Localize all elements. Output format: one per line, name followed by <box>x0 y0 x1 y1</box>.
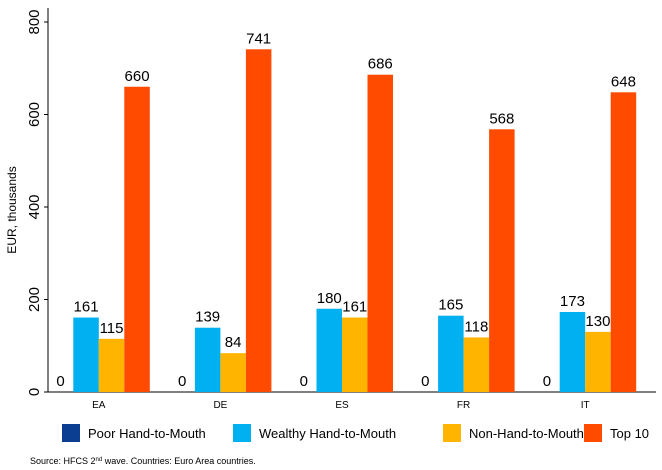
source-prefix: Source: HFCS 2 <box>30 456 96 466</box>
data-label: 165 <box>438 297 463 314</box>
bar <box>98 338 125 392</box>
legend-label: Poor Hand-to-Mouth <box>88 426 206 441</box>
y-axis-label: EUR, thousands <box>5 166 19 253</box>
legend-swatch <box>233 424 251 442</box>
source-superscript: nd <box>96 457 103 463</box>
legend-swatch <box>584 424 602 442</box>
legend-label: Non-Hand-to-Mouth <box>469 426 584 441</box>
bar <box>342 317 368 392</box>
data-label: 180 <box>317 290 342 307</box>
data-label: 161 <box>342 299 367 316</box>
data-label: 115 <box>100 320 124 337</box>
data-label: 161 <box>74 299 99 316</box>
legend: Poor Hand-to-Mouth Wealthy Hand-to-Mouth N… <box>62 424 649 442</box>
bar <box>438 315 464 392</box>
source-suffix: wave. Countries: Euro Area countries. <box>102 456 256 466</box>
bar <box>367 74 393 392</box>
bar <box>463 337 490 392</box>
data-label: 0 <box>421 373 429 390</box>
bar <box>559 311 586 392</box>
data-label: 84 <box>225 334 242 351</box>
bar <box>610 92 637 393</box>
bars <box>73 49 637 393</box>
bar <box>194 327 221 392</box>
legend-label: Wealthy Hand-to-Mouth <box>259 426 396 441</box>
category-label: IT <box>581 400 590 411</box>
category-label: EA <box>92 400 106 411</box>
category-labels: EA DE ES FR IT <box>92 400 590 411</box>
data-label: 648 <box>611 73 636 90</box>
category-label: ES <box>335 400 349 411</box>
data-label: 0 <box>543 373 551 390</box>
y-tick-label: 600 <box>26 102 43 127</box>
y-tick-label: 0 <box>26 388 43 396</box>
data-label: 0 <box>178 373 186 390</box>
bar <box>73 317 99 392</box>
legend-label: Top 10 <box>610 426 649 441</box>
data-label: 139 <box>195 309 220 326</box>
data-label: 118 <box>464 318 488 335</box>
y-ticks: 0 200 400 600 800 <box>26 9 48 396</box>
data-label: 0 <box>300 373 308 390</box>
legend-swatch <box>62 424 80 442</box>
bar <box>245 49 272 392</box>
data-label: 741 <box>246 30 271 47</box>
legend-swatch <box>443 424 461 442</box>
category-label: FR <box>457 400 470 411</box>
source-note: Source: HFCS 2nd wave. Countries: Euro A… <box>30 456 256 466</box>
bar <box>489 129 515 393</box>
data-label: 0 <box>56 373 64 390</box>
bar <box>220 353 246 392</box>
y-tick-label: 400 <box>26 194 43 219</box>
data-label: 686 <box>368 56 393 73</box>
bar <box>124 86 150 392</box>
bar <box>585 331 611 392</box>
data-labels: 0161115660013984741018016168601651185680… <box>56 30 636 390</box>
data-label: 660 <box>125 68 150 85</box>
category-label: DE <box>213 400 227 411</box>
data-label: 568 <box>489 110 514 127</box>
bar <box>316 308 342 392</box>
data-label: 173 <box>560 293 585 310</box>
y-tick-label: 800 <box>26 9 43 34</box>
y-tick-label: 200 <box>26 287 43 312</box>
data-label: 130 <box>585 313 610 330</box>
